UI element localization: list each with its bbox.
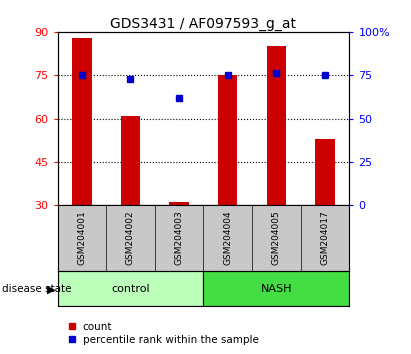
Bar bbox=[203, 271, 349, 306]
Text: GSM204002: GSM204002 bbox=[126, 211, 135, 266]
Legend: count, percentile rank within the sample: count, percentile rank within the sample bbox=[63, 317, 263, 349]
Text: control: control bbox=[111, 284, 150, 293]
Bar bbox=[169, 202, 189, 205]
Text: GSM204005: GSM204005 bbox=[272, 211, 281, 266]
Bar bbox=[121, 116, 140, 205]
Bar bbox=[218, 75, 238, 205]
Text: ▶: ▶ bbox=[47, 284, 56, 294]
Bar bbox=[72, 38, 92, 205]
Text: GSM204004: GSM204004 bbox=[223, 211, 232, 266]
Text: disease state: disease state bbox=[2, 284, 72, 294]
Bar bbox=[58, 271, 203, 306]
Bar bbox=[315, 139, 335, 205]
Title: GDS3431 / AF097593_g_at: GDS3431 / AF097593_g_at bbox=[111, 17, 296, 31]
Text: GSM204017: GSM204017 bbox=[321, 211, 330, 266]
Bar bbox=[267, 46, 286, 205]
Text: GSM204001: GSM204001 bbox=[77, 211, 86, 266]
Text: GSM204003: GSM204003 bbox=[175, 211, 184, 266]
Text: NASH: NASH bbox=[261, 284, 292, 293]
